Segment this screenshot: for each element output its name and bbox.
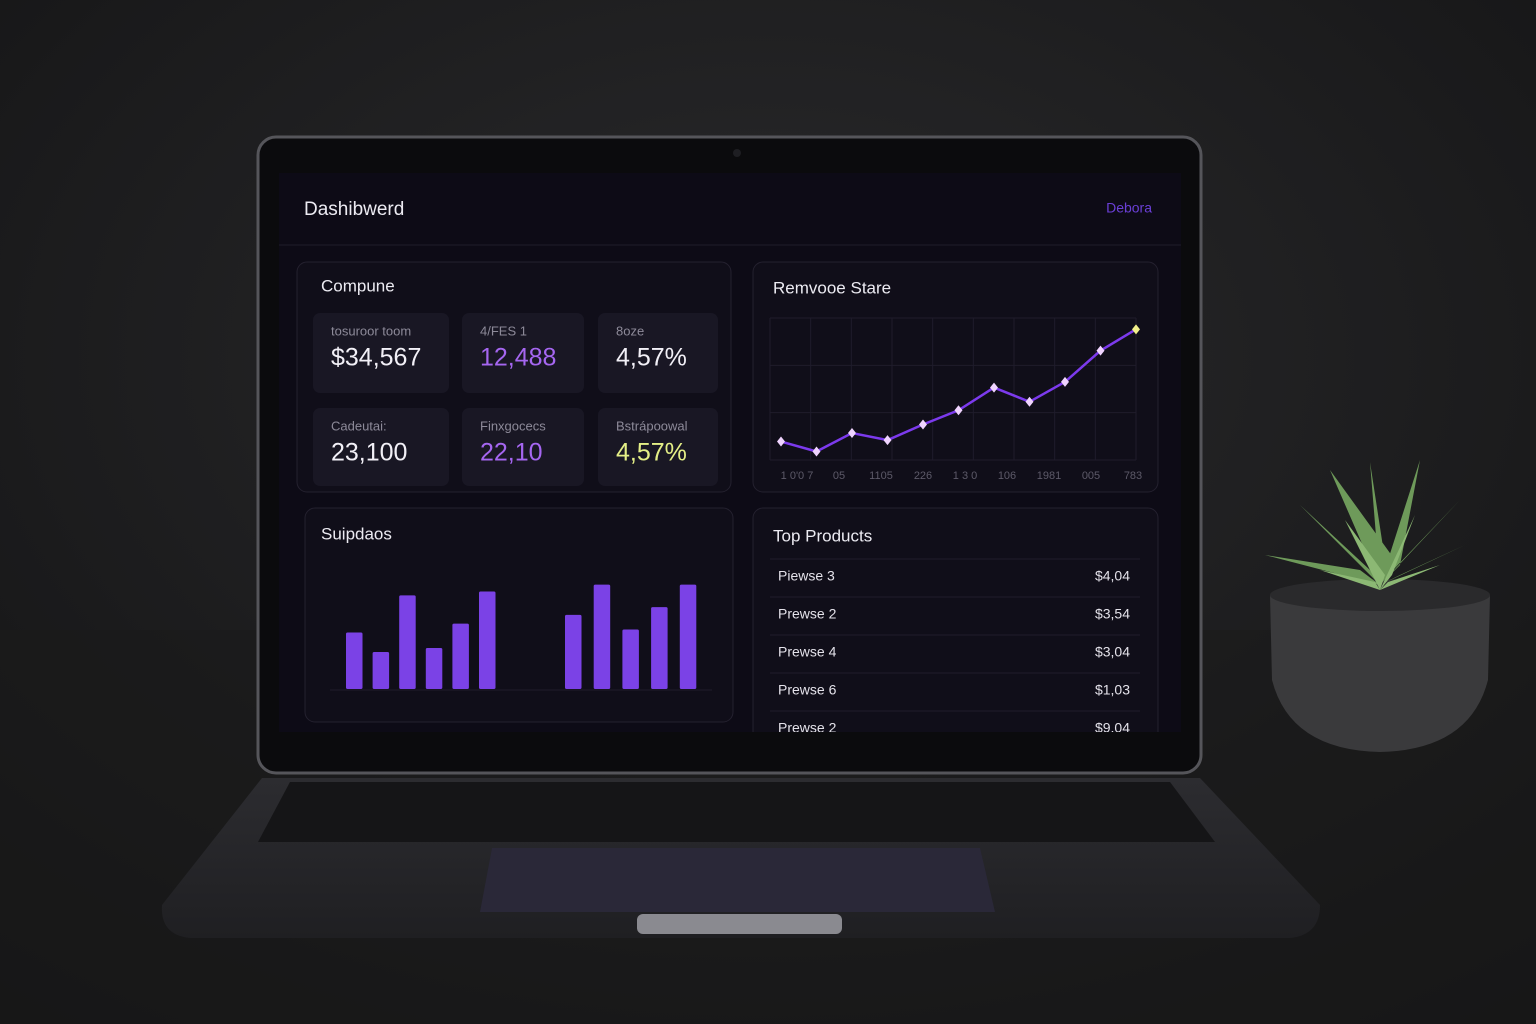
plant [1265, 460, 1490, 752]
product-price: $4,04 [1095, 568, 1130, 584]
point-marker [990, 382, 998, 393]
bar [425, 648, 443, 689]
point-marker [954, 405, 963, 416]
bar [452, 623, 469, 689]
point-marker [919, 419, 927, 430]
stat-card [598, 313, 718, 393]
point-marker [777, 436, 785, 447]
app-title: Dashibwerd [304, 199, 404, 220]
product-name: Prewse 6 [778, 682, 837, 698]
point-marker [1096, 345, 1105, 356]
panel-title: Top Products [773, 526, 872, 545]
x-tick-label: 783 [1124, 470, 1142, 482]
x-tick-label: 05 [833, 470, 845, 482]
product-price: $9,04 [1095, 720, 1130, 736]
x-tick-label: 106 [998, 470, 1016, 482]
bar [479, 591, 496, 689]
stat-label: tosuroor toom [331, 323, 411, 338]
product-name: Prewse 4 [778, 644, 837, 660]
table-panel [752, 507, 1159, 732]
stat-card [598, 408, 718, 486]
bar [346, 632, 363, 689]
stat-label: 4/FES 1 [480, 323, 527, 338]
stat-card [313, 408, 449, 486]
stat-card [462, 408, 584, 486]
stat-value: 12,488 [480, 344, 556, 372]
panel-title: Suipdaos [321, 524, 392, 543]
bar [565, 614, 582, 689]
screen: Dashibwerd Debora Compune Remvooe Stare … [279, 199, 1181, 736]
stat-value: 4,57% [616, 439, 687, 467]
product-price: $1,03 [1095, 682, 1130, 698]
point-marker [1025, 396, 1034, 407]
bar [593, 584, 611, 689]
stat-value: 22,10 [480, 439, 543, 467]
x-tick-label: 005 [1082, 470, 1100, 482]
x-tick-label: 1105 [869, 470, 893, 482]
stat-value: $34,567 [331, 344, 421, 372]
bar [372, 651, 390, 689]
stat-label: Bstrápoowal [616, 418, 688, 433]
product-name: Prewse 2 [778, 606, 837, 622]
x-tick-label: 226 [914, 470, 932, 482]
x-tick-label: 1 0'0 7 [781, 470, 814, 482]
stat-label: Cadeutai: [331, 418, 387, 433]
stat-value: 23,100 [331, 439, 407, 467]
product-price: $3,04 [1095, 644, 1130, 660]
bar [679, 584, 697, 689]
stat-card [313, 313, 449, 393]
stat-value: 4,57% [616, 344, 687, 372]
point-marker [848, 428, 856, 439]
stat-card [462, 313, 584, 393]
product-price: $3,54 [1095, 606, 1130, 622]
panel-title: Remvooe Stare [773, 278, 891, 297]
point-marker [1061, 376, 1069, 387]
point-marker [812, 446, 821, 457]
x-tick-label: 1981 [1037, 470, 1061, 482]
point-marker [883, 435, 892, 446]
bar [399, 595, 416, 689]
bar [622, 629, 639, 689]
header-link[interactable]: Debora [1106, 200, 1152, 216]
stat-label: 8oze [616, 323, 644, 338]
product-name: Piewse 3 [778, 568, 835, 584]
stat-label: Finxgocecs [480, 418, 546, 433]
bar [651, 607, 668, 689]
x-tick-label: 1 3 0 [953, 470, 977, 482]
product-name: Prewse 2 [778, 720, 837, 736]
point-marker [1132, 324, 1140, 335]
panel-title: Compune [321, 276, 395, 295]
